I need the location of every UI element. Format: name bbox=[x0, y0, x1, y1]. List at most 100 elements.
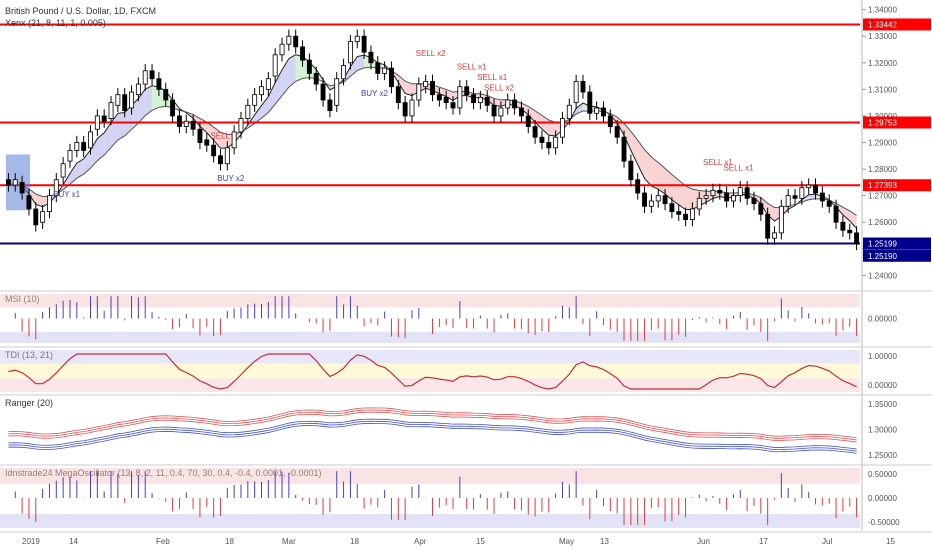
candle-body bbox=[785, 195, 791, 207]
signal-label: SELL x1 bbox=[723, 163, 753, 172]
cloud-segment bbox=[295, 54, 303, 82]
candle-body bbox=[259, 86, 264, 96]
candle-body bbox=[306, 59, 312, 74]
candle-body bbox=[518, 107, 524, 117]
candle-body bbox=[594, 107, 600, 114]
candle-body bbox=[477, 96, 483, 104]
cloud-segment bbox=[842, 207, 850, 221]
chart-title: British Pound / U.S. Dollar, 1D, FXCM bbox=[5, 6, 156, 16]
candle-body bbox=[231, 131, 237, 149]
candle-body bbox=[375, 62, 381, 74]
candle-body bbox=[5, 179, 11, 186]
cloud-segment bbox=[97, 132, 105, 161]
x-tick-label: Jul bbox=[822, 537, 832, 546]
panel-tick-label: 0.50000 bbox=[868, 470, 897, 479]
candle-body bbox=[491, 104, 497, 117]
candle-body bbox=[758, 203, 764, 215]
candle-body bbox=[81, 142, 87, 151]
x-tick-label: 15 bbox=[886, 537, 895, 546]
candle-body bbox=[731, 195, 736, 202]
cloud-segment bbox=[446, 89, 454, 101]
candle-body bbox=[382, 67, 388, 74]
candle-body bbox=[245, 104, 251, 119]
candle-body bbox=[218, 155, 223, 165]
level-tag bbox=[863, 237, 931, 250]
candle-body bbox=[443, 96, 449, 104]
candle-body bbox=[334, 78, 340, 106]
signal-label: SELL x2 bbox=[484, 84, 514, 93]
candle-body bbox=[689, 208, 695, 220]
candle-body bbox=[33, 208, 39, 226]
candle-body bbox=[53, 179, 59, 197]
y-tick-label: 1.29000 bbox=[868, 139, 897, 148]
candle-body bbox=[416, 83, 422, 101]
candle-body bbox=[724, 192, 730, 202]
cloud-segment bbox=[138, 89, 146, 124]
signal-label: SELL bbox=[210, 132, 230, 141]
cloud-segment bbox=[849, 210, 857, 229]
cloud-segment bbox=[152, 85, 159, 111]
cloud-segment bbox=[630, 131, 638, 165]
candle-body bbox=[272, 54, 278, 77]
cloud-segment bbox=[405, 81, 412, 96]
cloud-segment bbox=[76, 158, 84, 179]
candle-body bbox=[573, 80, 579, 104]
candle-body bbox=[47, 195, 52, 213]
candle-body bbox=[430, 80, 435, 96]
x-tick-label: 2019 bbox=[22, 537, 40, 546]
tdi-line bbox=[8, 353, 857, 390]
level-tag bbox=[863, 18, 931, 31]
x-tick-label: 18 bbox=[225, 537, 234, 546]
signal-label: SELL x1 bbox=[477, 73, 507, 82]
candle-body bbox=[683, 213, 689, 220]
candle-body bbox=[183, 120, 189, 127]
cloud-segment bbox=[220, 132, 228, 149]
candle-body bbox=[19, 181, 25, 194]
candle-body bbox=[560, 118, 565, 138]
signal-label: SELL x1 bbox=[703, 158, 733, 167]
cloud-segment bbox=[288, 54, 296, 88]
candle-body bbox=[197, 128, 203, 143]
panel-lower-zone bbox=[0, 514, 860, 528]
candle-body bbox=[662, 195, 668, 205]
panel-tick-label: 1.35000 bbox=[868, 400, 897, 409]
candle-body bbox=[156, 78, 162, 90]
candle-body bbox=[163, 88, 169, 101]
candle-body bbox=[778, 205, 784, 234]
candle-body bbox=[135, 83, 141, 96]
level-label: 1.33442 bbox=[868, 20, 897, 29]
candle-body bbox=[436, 94, 442, 101]
candle-body bbox=[122, 94, 128, 112]
y-tick-label: 1.32000 bbox=[868, 59, 897, 68]
candle-body bbox=[341, 65, 347, 80]
candle-body bbox=[813, 184, 818, 194]
candle-body bbox=[498, 107, 504, 117]
candle-body bbox=[751, 197, 757, 205]
candle-body bbox=[142, 70, 148, 85]
candle-body bbox=[300, 46, 305, 61]
candle-body bbox=[252, 94, 258, 106]
panel-tick-label: 0.00000 bbox=[868, 315, 897, 324]
candle-body bbox=[457, 86, 463, 109]
cloud-segment bbox=[268, 82, 276, 113]
candle-body bbox=[546, 142, 552, 149]
ranger-upper-line bbox=[8, 411, 857, 443]
candle-body bbox=[176, 115, 182, 127]
x-tick-label: 15 bbox=[476, 537, 485, 546]
candle-body bbox=[628, 160, 634, 181]
candle-body bbox=[450, 102, 456, 109]
y-tick-label: 1.28000 bbox=[868, 165, 897, 174]
candle-body bbox=[635, 179, 641, 194]
candle-body bbox=[313, 73, 319, 85]
candle-body bbox=[94, 115, 100, 130]
level-label: 1.25199 bbox=[868, 240, 897, 249]
candle-body bbox=[854, 232, 860, 244]
candle-body bbox=[676, 211, 682, 215]
panel-tick-label: -0.50000 bbox=[868, 518, 900, 527]
candle-body bbox=[799, 187, 805, 199]
panel-tick-label: 0.00000 bbox=[868, 494, 897, 503]
candle-body bbox=[819, 192, 825, 202]
panel-tick-label: 0.00000 bbox=[868, 381, 897, 390]
candle-body bbox=[67, 150, 73, 162]
